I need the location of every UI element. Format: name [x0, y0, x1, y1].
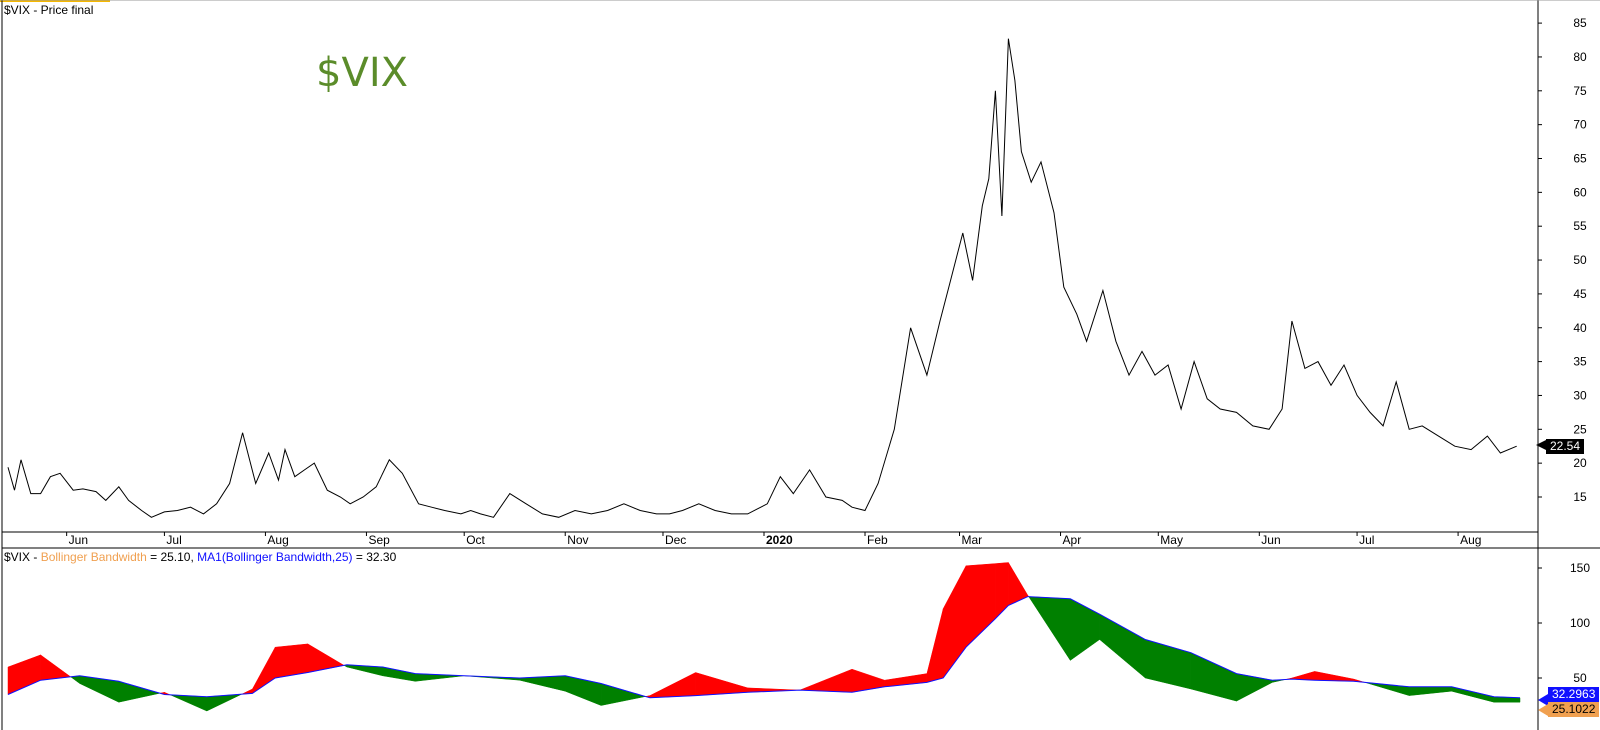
bandwidth-above-ma-fill	[995, 562, 1009, 620]
upper-y-tick-label: 60	[1573, 185, 1587, 199]
upper-y-tick-label: 40	[1573, 321, 1587, 335]
bandwidth-above-ma-fill	[1314, 671, 1355, 682]
upper-y-tick-label: 70	[1573, 118, 1587, 132]
upper-y-tick-label: 30	[1573, 388, 1587, 402]
bandwidth-below-ma-fill	[1028, 596, 1071, 662]
bandwidth-above-ma-fill	[40, 654, 72, 681]
upper-y-tick-label: 50	[1573, 253, 1587, 267]
upper-panel-title: $VIX - Price final	[4, 3, 94, 17]
x-tick-label: 2020	[766, 533, 793, 547]
bandwidth-area-layer	[7, 561, 1521, 712]
upper-y-tick-label: 25	[1573, 422, 1587, 436]
x-tick-label: Jul	[166, 533, 181, 547]
bandwidth-above-ma-fill	[799, 668, 853, 693]
bandwidth-above-ma-fill	[965, 563, 996, 648]
upper-y-tick-label: 45	[1573, 287, 1587, 301]
upper-y-tick-label: 65	[1573, 152, 1587, 166]
upper-y-tick-label: 20	[1573, 456, 1587, 470]
bandwidth-above-ma-fill	[851, 668, 885, 693]
bandwidth-value-badge: 25.1022	[1548, 702, 1600, 717]
bandwidth-below-ma-fill	[1408, 686, 1452, 696]
upper-y-tick-label: 15	[1573, 490, 1587, 504]
lower-y-tick-label: 150	[1570, 561, 1590, 575]
x-tick-label: Mar	[962, 533, 983, 547]
ma-badge-pointer	[1538, 694, 1548, 706]
x-tick-label: Feb	[867, 533, 888, 547]
upper-y-tick-label: 35	[1573, 355, 1587, 369]
ma-legend-value: = 32.30	[352, 550, 397, 564]
lower-panel-title: $VIX - Bollinger Bandwidth = 25.10, MA1(…	[4, 550, 396, 564]
vix-price-line	[7, 38, 1517, 518]
bandwidth-above-ma-fill	[252, 647, 276, 694]
bandwidth-below-ma-fill	[1451, 686, 1495, 703]
x-tick-label: Sep	[368, 533, 390, 547]
top-accent-strip	[0, 0, 110, 2]
x-tick-label: Nov	[567, 533, 588, 547]
bandwidth-below-ma-fill	[79, 675, 120, 703]
x-tick-label: Aug	[267, 533, 288, 547]
bandwidth-above-ma-fill	[307, 643, 345, 673]
x-tick-label: Jun	[1261, 533, 1280, 547]
tick-layer: 15 20 25 30 35 40 45 50 55 60 65 70 75 80 85 50 100 150 Ju…	[66, 16, 1590, 716]
bandwidth-below-ma-fill	[169, 694, 208, 712]
bandwidth-below-ma-fill	[1145, 639, 1192, 690]
bandwidth-above-ma-fill	[7, 654, 41, 695]
x-tick-label: Dec	[665, 533, 686, 547]
bandwidth-below-ma-fill	[1099, 613, 1146, 679]
x-tick-label: Oct	[466, 533, 485, 547]
x-tick-label: Aug	[1460, 533, 1481, 547]
last-price-badge: 22.54	[1546, 439, 1585, 454]
bandwidth-below-ma-fill	[382, 666, 416, 682]
x-tick-label: Apr	[1063, 533, 1082, 547]
x-tick-label: Jun	[69, 533, 88, 547]
bandwidth-above-ma-fill	[695, 672, 748, 696]
bandwidth-above-ma-fill	[649, 672, 696, 699]
bandwidth-below-ma-fill	[1236, 673, 1273, 702]
chart-watermark-title: $VIX	[316, 50, 409, 96]
upper-y-tick-label: 75	[1573, 84, 1587, 98]
upper-y-tick-label: 55	[1573, 219, 1587, 233]
bandwidth-below-ma-fill	[1070, 598, 1100, 661]
bandwidth-badge-pointer	[1538, 704, 1548, 716]
lower-y-tick-label: 100	[1570, 616, 1590, 630]
bandwidth-legend-value: = 25.10,	[146, 550, 198, 564]
bandwidth-below-ma-fill	[564, 675, 602, 706]
upper-y-tick-label: 80	[1573, 50, 1587, 64]
x-tick-label: Jul	[1359, 533, 1374, 547]
x-tick-label: May	[1160, 533, 1183, 547]
bandwidth-legend-label: Bollinger Bandwidth	[40, 550, 147, 564]
bandwidth-below-ma-fill	[1190, 652, 1237, 702]
last-price-pointer	[1536, 440, 1546, 450]
ma-legend-label: MA1(Bollinger Bandwidth,25)	[197, 550, 353, 564]
ma-line	[7, 596, 1521, 699]
ma-value-badge: 32.2963	[1548, 687, 1600, 702]
bandwidth-above-ma-fill	[926, 608, 944, 683]
upper-y-tick-label: 85	[1573, 16, 1587, 30]
bandwidth-above-ma-fill	[1008, 561, 1029, 606]
lower-y-tick-label: 50	[1573, 671, 1587, 685]
lower-title-prefix: $VIX -	[4, 550, 41, 564]
line-layer	[7, 38, 1521, 699]
bandwidth-above-ma-fill	[942, 565, 967, 679]
